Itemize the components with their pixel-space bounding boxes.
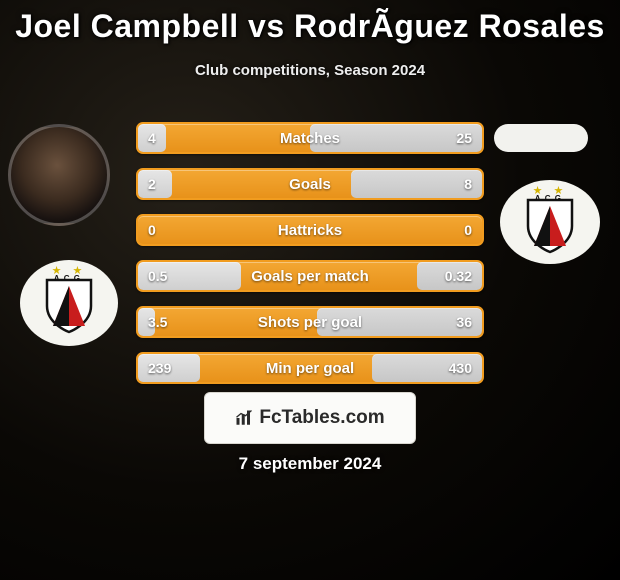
stat-value-right: 25: [446, 124, 482, 152]
stat-value-right: 8: [454, 170, 482, 198]
card: Joel Campbell vs RodrÃ­guez Rosales Club…: [0, 0, 620, 580]
stat-value-right: 0: [454, 216, 482, 244]
brand-box[interactable]: FcTables.com: [204, 392, 416, 444]
stats-table: 425Matches28Goals00Hattricks0.50.32Goals…: [136, 122, 484, 398]
shield-icon: [43, 276, 95, 334]
player-left-photo: [8, 124, 110, 226]
club-acronym: A.C.G.: [20, 274, 118, 283]
stat-value-left: 0: [138, 216, 166, 244]
chart-icon: [235, 409, 253, 427]
date-label: 7 september 2024: [0, 454, 620, 474]
stat-value-left: 239: [138, 354, 181, 382]
brand-label: FcTables.com: [259, 407, 384, 429]
stat-label: Hattricks: [138, 216, 482, 244]
player-left-club-badge: ★ ★ A.C.G.: [20, 260, 118, 346]
stat-value-left: 3.5: [138, 308, 177, 336]
subtitle: Club competitions, Season 2024: [0, 62, 620, 79]
page-title: Joel Campbell vs RodrÃ­guez Rosales: [0, 8, 620, 45]
stat-value-right: 430: [439, 354, 482, 382]
stat-row: 3.536Shots per goal: [136, 306, 484, 338]
club-acronym: A.C.G.: [500, 194, 600, 203]
stat-value-right: 0.32: [435, 262, 482, 290]
stat-value-left: 2: [138, 170, 166, 198]
player-right-photo: [494, 124, 588, 152]
stat-row: 0.50.32Goals per match: [136, 260, 484, 292]
stat-row: 425Matches: [136, 122, 484, 154]
stat-value-left: 0.5: [138, 262, 177, 290]
player-right-club-badge: ★ ★ A.C.G.: [500, 180, 600, 264]
stat-value-right: 36: [446, 308, 482, 336]
shield-icon: [524, 196, 576, 254]
stat-row: 28Goals: [136, 168, 484, 200]
stat-value-left: 4: [138, 124, 166, 152]
stat-row: 0 0Hattricks: [136, 214, 484, 246]
stat-row: 239430Min per goal: [136, 352, 484, 384]
